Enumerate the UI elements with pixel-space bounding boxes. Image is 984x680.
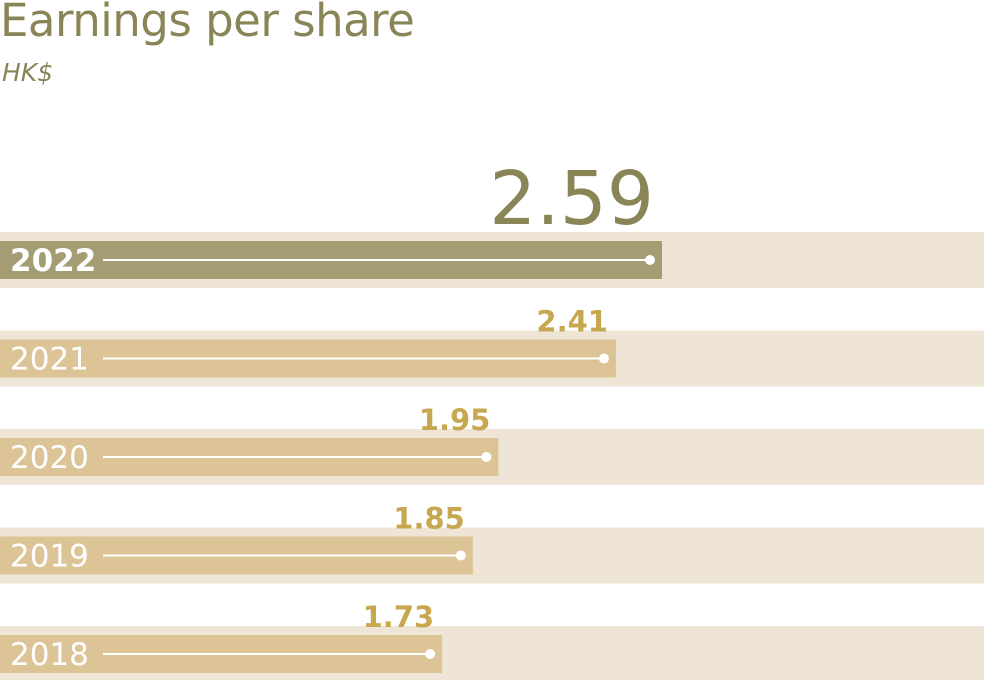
value-label: 1.85 xyxy=(393,502,465,536)
category-label: 2020 xyxy=(10,440,89,476)
bar-end-dot xyxy=(644,255,655,265)
value-label: 2.59 xyxy=(489,156,654,242)
value-label: 1.95 xyxy=(419,403,491,437)
category-label: 2019 xyxy=(10,539,89,575)
value-label: 1.73 xyxy=(363,600,435,634)
category-label: 2021 xyxy=(10,342,89,378)
chart-subtitle: HK$ xyxy=(2,58,54,87)
category-label: 2018 xyxy=(10,637,89,673)
chart-title: Earnings per share xyxy=(0,0,415,47)
bar-end-dot xyxy=(481,452,492,462)
bar-end-dot xyxy=(425,649,436,659)
category-label: 2022 xyxy=(10,243,96,279)
value-label: 2.41 xyxy=(536,305,608,339)
bar-end-dot xyxy=(598,353,609,364)
bar-end-dot xyxy=(455,550,466,561)
